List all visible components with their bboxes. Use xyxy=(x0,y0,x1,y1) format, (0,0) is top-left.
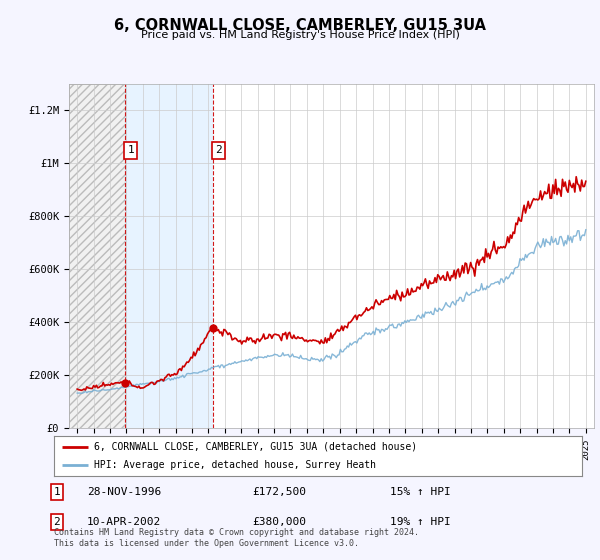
Text: 28-NOV-1996: 28-NOV-1996 xyxy=(87,487,161,497)
Text: 15% ↑ HPI: 15% ↑ HPI xyxy=(390,487,451,497)
Text: Contains HM Land Registry data © Crown copyright and database right 2024.
This d: Contains HM Land Registry data © Crown c… xyxy=(54,528,419,548)
Text: 1: 1 xyxy=(127,145,134,155)
Text: 10-APR-2002: 10-APR-2002 xyxy=(87,517,161,527)
Text: £380,000: £380,000 xyxy=(252,517,306,527)
Text: 6, CORNWALL CLOSE, CAMBERLEY, GU15 3UA (detached house): 6, CORNWALL CLOSE, CAMBERLEY, GU15 3UA (… xyxy=(94,442,417,451)
Bar xyxy=(69,84,125,428)
Bar xyxy=(125,84,213,428)
Text: Price paid vs. HM Land Registry's House Price Index (HPI): Price paid vs. HM Land Registry's House … xyxy=(140,30,460,40)
Text: 2: 2 xyxy=(215,145,222,155)
Text: £172,500: £172,500 xyxy=(252,487,306,497)
Text: 6, CORNWALL CLOSE, CAMBERLEY, GU15 3UA: 6, CORNWALL CLOSE, CAMBERLEY, GU15 3UA xyxy=(114,18,486,33)
Text: 19% ↑ HPI: 19% ↑ HPI xyxy=(390,517,451,527)
Text: 1: 1 xyxy=(53,487,61,497)
Bar xyxy=(69,84,125,428)
Text: 2: 2 xyxy=(53,517,61,527)
Text: HPI: Average price, detached house, Surrey Heath: HPI: Average price, detached house, Surr… xyxy=(94,460,376,470)
